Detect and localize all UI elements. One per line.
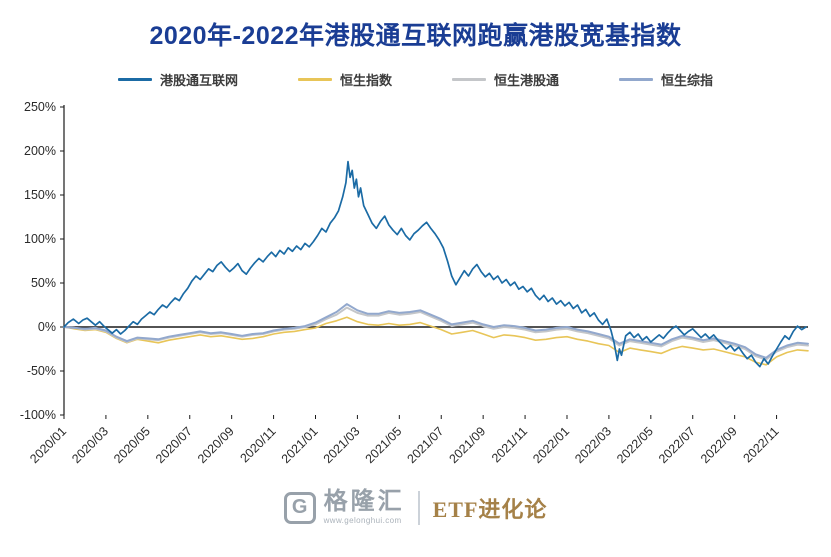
gelonghui-url: www.gelonghui.com (323, 516, 402, 525)
svg-text:2022/07: 2022/07 (656, 424, 698, 466)
svg-text:2021/11: 2021/11 (489, 424, 530, 465)
svg-text:2021/09: 2021/09 (446, 424, 488, 466)
legend-line-swatch-icon (452, 78, 486, 81)
legend-label: 恒生指数 (339, 73, 392, 88)
svg-text:2020/09: 2020/09 (195, 424, 237, 466)
svg-text:2022/09: 2022/09 (698, 424, 740, 466)
svg-text:-50%: -50% (27, 364, 56, 378)
gelonghui-logo-text: 格隆汇 (323, 488, 405, 515)
svg-text:2022/05: 2022/05 (614, 424, 656, 466)
legend-line-swatch-icon (297, 78, 332, 81)
chart-title: 2020年-2022年港股通互联网跑赢港股宽基指数 (149, 22, 682, 50)
legend-label: 恒生综指 (661, 73, 714, 88)
svg-text:0%: 0% (38, 320, 56, 334)
svg-text:2021/05: 2021/05 (363, 424, 405, 466)
legend-item-hangseng-composite: 恒生综指 (619, 70, 713, 89)
line-chart: 250%200%150%100%50%0%-50%-100%2020/01 202… (20, 100, 809, 466)
svg-text:150%: 150% (24, 188, 56, 202)
gelonghui-logo: G 格隆汇 www.gelonghui.com (283, 488, 405, 525)
chart-area: 250% 200% 150% 100% 50% 0% -50% -100% 2020/01 202… (8, 93, 831, 490)
svg-text:2020/11: 2020/11 (237, 424, 278, 465)
etf-brand-text: ETF进化论 (432, 496, 548, 522)
svg-text:2020/05: 2020/05 (111, 424, 153, 466)
svg-text:2022/01: 2022/01 (530, 424, 572, 466)
gelonghui-logo-icon: G (283, 491, 316, 524)
svg-text:200%: 200% (24, 144, 56, 158)
legend-item-hangseng-stockconnect: 恒生港股通 (452, 70, 559, 89)
svg-text:50%: 50% (31, 276, 56, 290)
svg-text:-100%: -100% (20, 408, 56, 422)
svg-text:2020/01: 2020/01 (27, 424, 69, 466)
svg-text:2021/03: 2021/03 (321, 424, 363, 466)
legend-label: 港股通互联网 (159, 73, 238, 88)
chart-legend: 港股通互联网 恒生指数 恒生港股通 恒生综指 (0, 70, 831, 89)
svg-text:2020/07: 2020/07 (153, 424, 195, 466)
legend-line-swatch-icon (117, 78, 152, 81)
legend-label: 恒生港股通 (494, 73, 560, 88)
svg-text:2022/03: 2022/03 (572, 424, 614, 466)
svg-text:2020/03: 2020/03 (69, 424, 111, 466)
svg-text:2021/01: 2021/01 (279, 424, 321, 466)
footer-divider (417, 490, 420, 525)
legend-item-hangseng-index: 恒生指数 (297, 70, 392, 89)
svg-text:2022/11: 2022/11 (740, 424, 781, 465)
svg-text:2021/07: 2021/07 (405, 424, 447, 466)
legend-line-swatch-icon (619, 78, 654, 81)
legend-item-hkconnect-internet: 港股通互联网 (117, 70, 238, 89)
svg-text:250%: 250% (24, 100, 56, 114)
svg-text:100%: 100% (24, 232, 56, 246)
footer: G 格隆汇 www.gelonghui.com ETF进化论 (0, 490, 831, 525)
